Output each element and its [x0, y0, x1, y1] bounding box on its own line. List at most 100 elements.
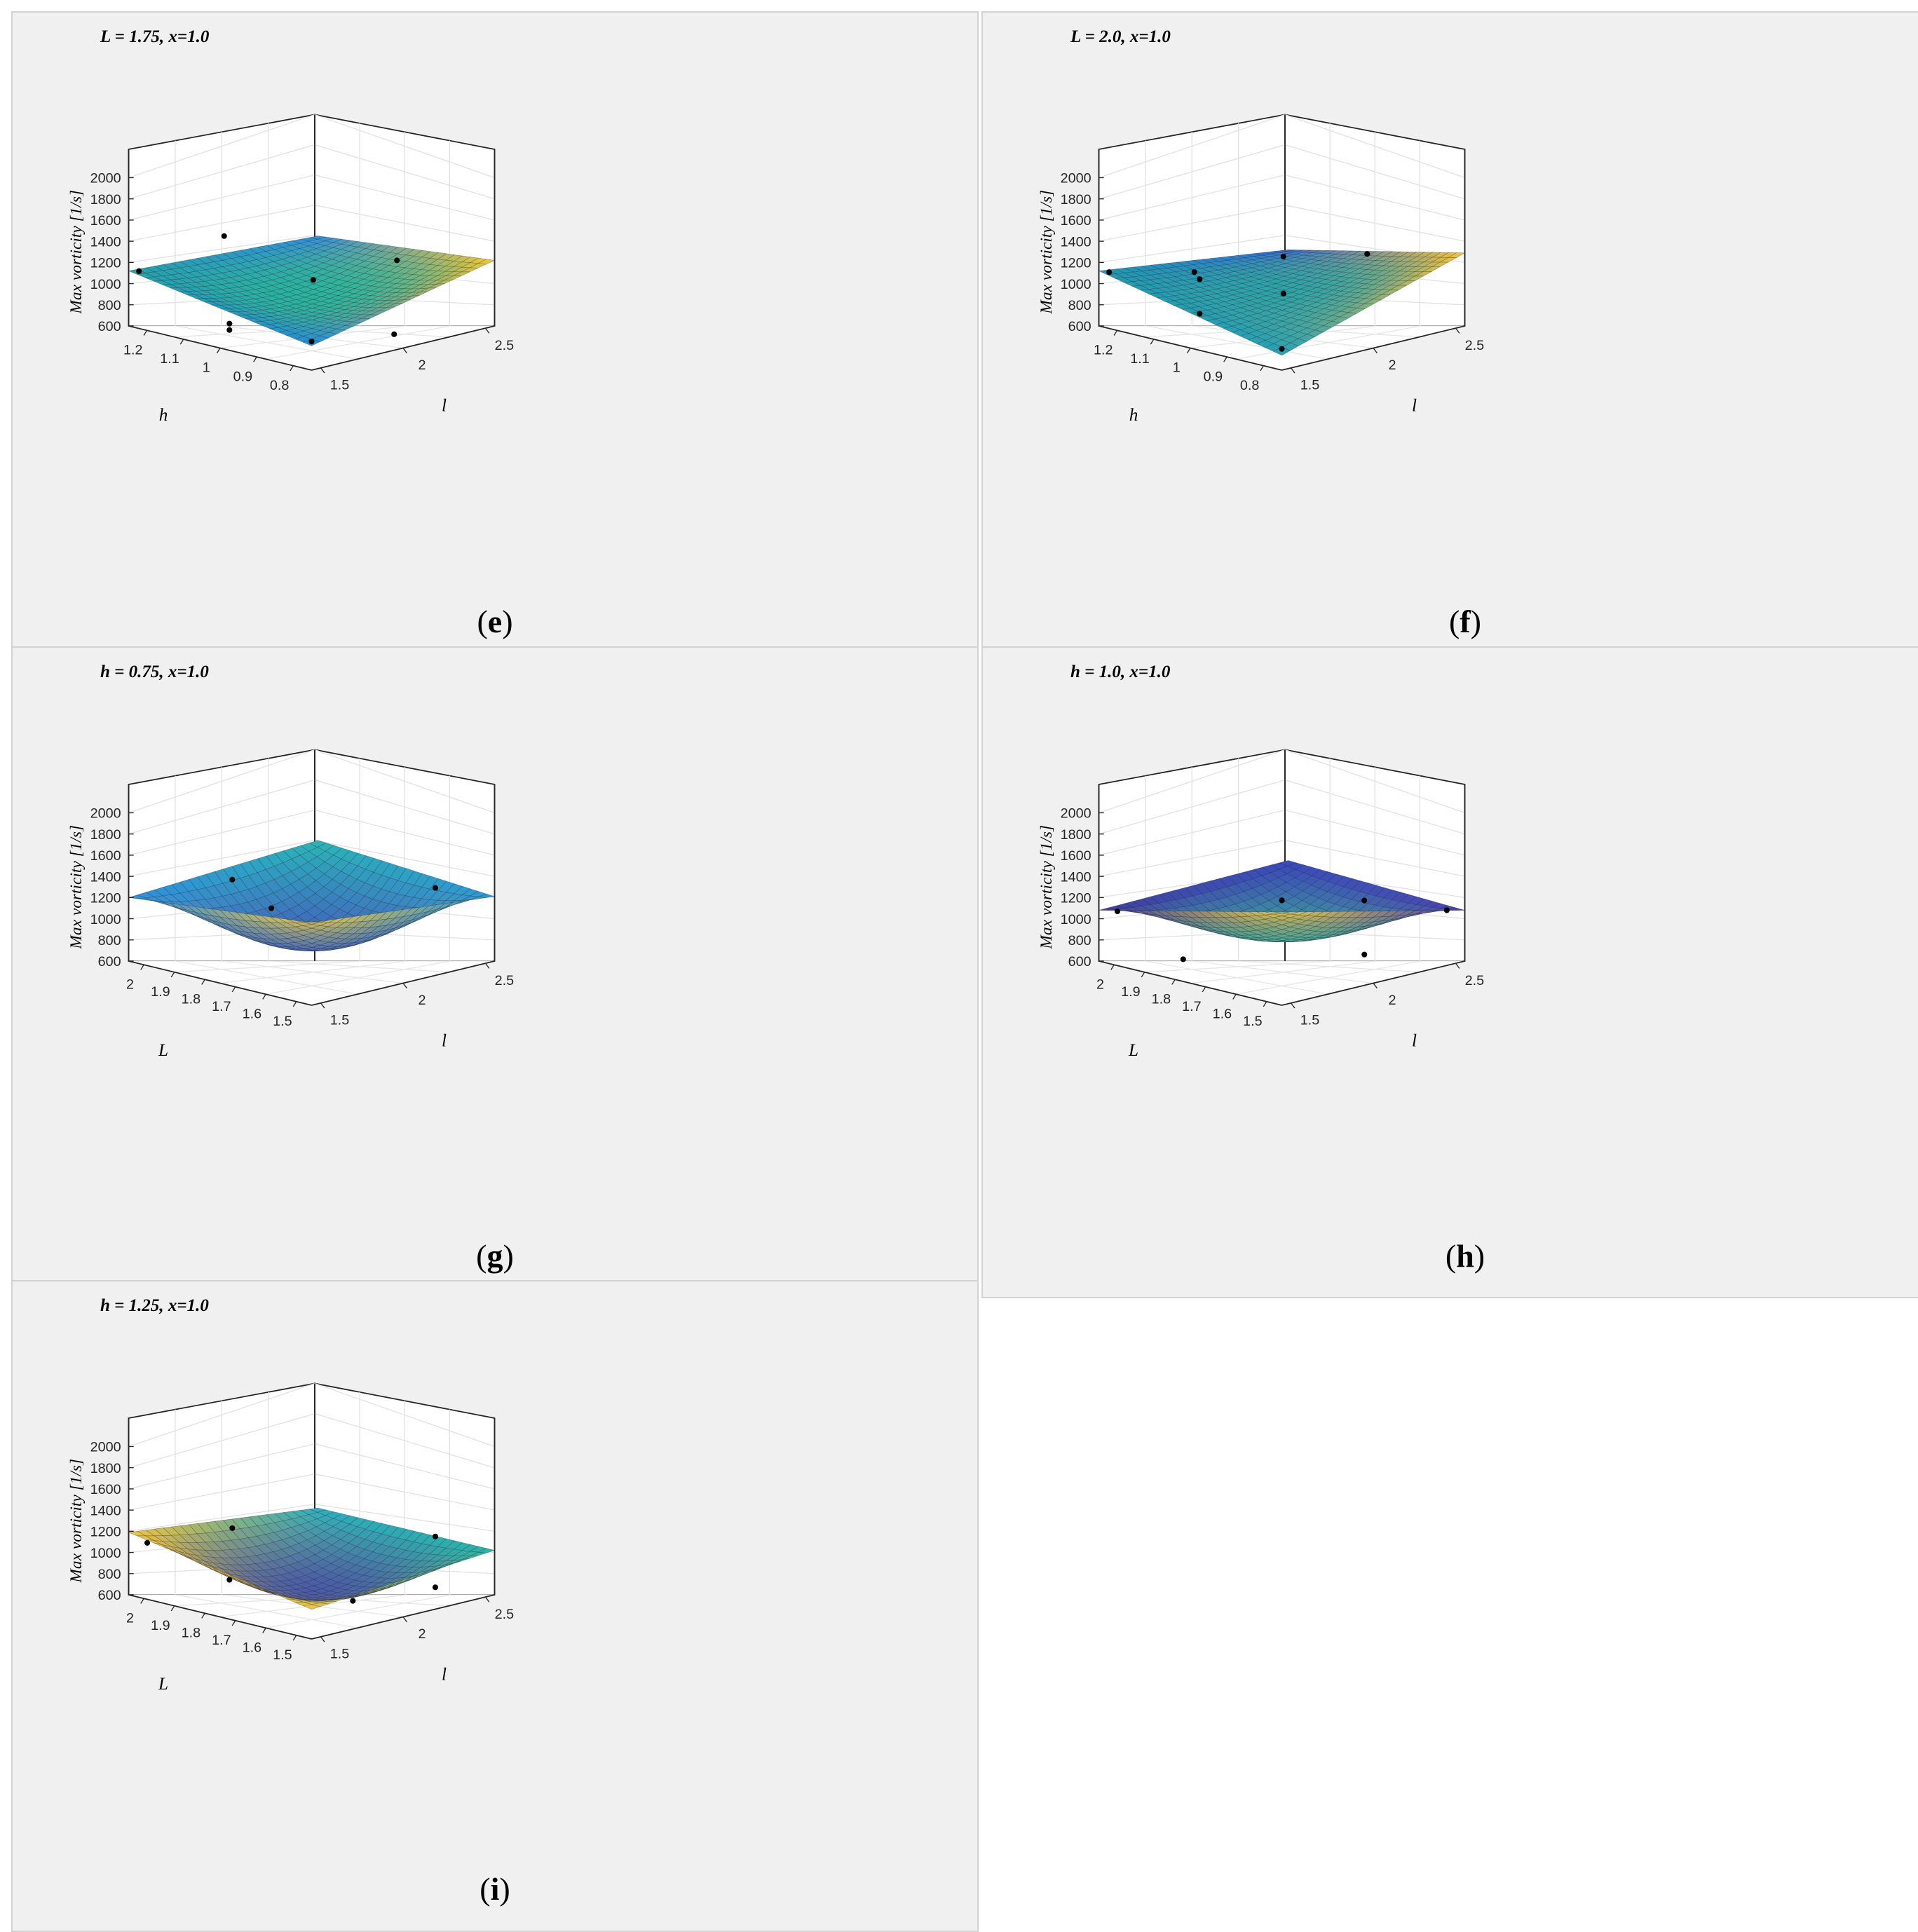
- data-point: [1106, 269, 1112, 275]
- x-tick: [141, 1598, 144, 1603]
- data-point: [433, 885, 438, 891]
- x-tick: [1111, 965, 1115, 970]
- x-tick-label: 1.9: [151, 1618, 170, 1633]
- data-point: [1115, 909, 1120, 914]
- data-point: [311, 277, 316, 283]
- z-tick-label: 1800: [90, 192, 121, 208]
- x-tick: [141, 965, 144, 970]
- caption-h: (h): [981, 1237, 1918, 1274]
- z-tick-label: 1000: [90, 912, 121, 927]
- y-tick-label: 2.5: [495, 338, 515, 353]
- caption-e: (e): [11, 603, 979, 640]
- x-tick: [1224, 357, 1227, 362]
- x-tick: [1141, 972, 1145, 977]
- data-point: [1197, 311, 1202, 316]
- z-tick-label: 800: [98, 298, 121, 313]
- data-point: [268, 906, 274, 911]
- chart-title: h = 0.75, x=1.0: [100, 662, 209, 681]
- chart-f: 6008001000120014001600180020001.21.110.9…: [983, 13, 1918, 662]
- z-tick-label: 1200: [1061, 256, 1091, 271]
- data-point: [391, 332, 397, 337]
- x-tick-label: 1.7: [1182, 999, 1202, 1014]
- z-tick-label: 2000: [90, 1440, 121, 1455]
- z-tick-label: 1400: [90, 234, 121, 250]
- y-tick: [1291, 1003, 1295, 1008]
- x-tick-label: 1.1: [160, 351, 179, 367]
- chart-e: 6008001000120014001600180020001.21.110.9…: [13, 13, 977, 662]
- x-tick-label: 1.2: [1094, 343, 1113, 358]
- y-tick-label: 1.5: [1300, 1012, 1320, 1028]
- y-tick: [1291, 368, 1295, 373]
- x-tick-label: 1.6: [243, 1640, 262, 1655]
- x-tick-label: 1.8: [182, 1625, 201, 1640]
- z-tick-label: 800: [98, 933, 121, 948]
- data-point: [1181, 956, 1186, 962]
- data-point: [226, 321, 232, 327]
- z-tick-label: 2000: [90, 806, 121, 822]
- z-tick-label: 800: [98, 1567, 121, 1582]
- data-point: [1279, 897, 1284, 903]
- y-tick-label: 2: [418, 993, 426, 1008]
- z-tick-label: 1000: [1061, 912, 1091, 927]
- x-axis-label: L: [158, 1675, 168, 1694]
- x-tick: [1202, 987, 1206, 992]
- x-axis-label: L: [1128, 1041, 1138, 1060]
- x-axis-label: h: [159, 406, 168, 425]
- data-point: [1361, 952, 1367, 958]
- z-tick-label: 1000: [90, 1546, 121, 1561]
- y-axis-label: l: [1412, 1032, 1417, 1051]
- z-tick-label: 600: [1068, 319, 1091, 334]
- x-tick: [293, 1635, 297, 1640]
- x-tick: [232, 987, 236, 992]
- y-tick: [485, 1597, 489, 1602]
- x-tick: [202, 979, 205, 984]
- x-tick: [171, 972, 175, 977]
- z-axis-label: Max vorticity [1/s]: [1038, 825, 1056, 950]
- x-tick-label: 2: [126, 977, 134, 992]
- z-tick-label: 800: [1068, 298, 1091, 313]
- z-tick-label: 2000: [1061, 806, 1091, 822]
- y-tick: [1373, 984, 1377, 988]
- x-tick: [1150, 339, 1154, 344]
- z-tick-label: 1600: [1061, 213, 1091, 229]
- data-point: [1364, 251, 1370, 257]
- x-tick-label: 1: [203, 360, 210, 376]
- z-tick-label: 1600: [90, 213, 121, 229]
- y-tick-label: 1.5: [330, 1646, 350, 1661]
- data-point: [350, 1598, 355, 1604]
- z-tick-label: 1200: [90, 1525, 121, 1540]
- y-tick: [321, 368, 325, 373]
- y-tick-label: 2.5: [1465, 973, 1485, 988]
- z-tick-label: 1400: [1061, 869, 1091, 885]
- x-tick-label: 1.9: [1121, 984, 1141, 1000]
- data-point: [229, 1525, 235, 1531]
- y-tick-label: 2: [418, 358, 426, 373]
- plot-area: 6008001000120014001600180020001.21.110.9…: [67, 115, 514, 426]
- x-tick-label: 0.9: [1204, 369, 1223, 384]
- y-axis-label: l: [1412, 397, 1417, 416]
- y-tick-label: 1.5: [330, 1012, 350, 1028]
- data-point: [226, 327, 232, 333]
- x-tick: [202, 1613, 205, 1618]
- y-tick: [1373, 348, 1377, 353]
- x-axis-label: L: [158, 1041, 168, 1060]
- x-tick-label: 1.8: [1152, 991, 1171, 1007]
- y-tick: [485, 328, 489, 333]
- x-tick: [263, 994, 266, 999]
- x-tick-label: 1.5: [1243, 1014, 1263, 1029]
- data-point: [136, 268, 142, 274]
- y-tick-label: 2: [1388, 993, 1396, 1008]
- y-tick: [403, 984, 407, 988]
- x-tick-label: 0.9: [233, 369, 253, 384]
- caption-f: (f): [981, 603, 1918, 640]
- y-axis-label: l: [442, 397, 447, 416]
- x-tick: [217, 348, 221, 353]
- z-tick-label: 1400: [90, 869, 121, 885]
- x-tick: [144, 330, 147, 335]
- z-tick-label: 600: [1068, 954, 1091, 970]
- z-axis-label: Max vorticity [1/s]: [67, 1459, 86, 1584]
